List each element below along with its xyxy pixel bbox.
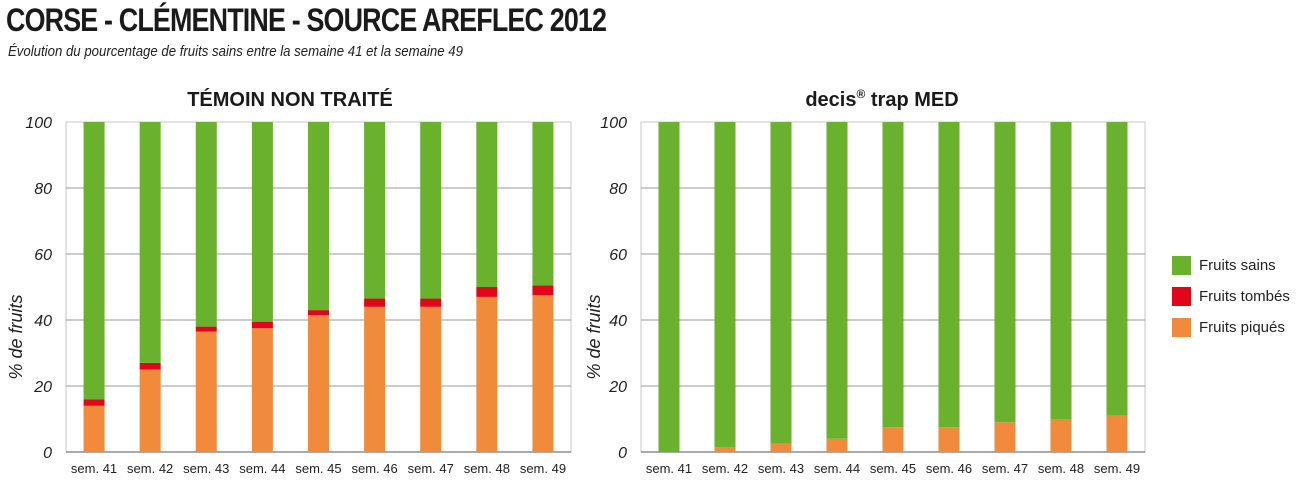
bar-fruits-piques-sem-47 <box>994 422 1016 452</box>
bar-fruits-sains-sem-44 <box>251 122 273 322</box>
chart-title: decis® trap MED <box>805 87 958 111</box>
y-tick-label-100: 100 <box>25 115 52 132</box>
x-tick-label-sem-43: sem. 43 <box>758 461 804 476</box>
legend-label-fruits-piques: Fruits piqués <box>1199 319 1285 336</box>
bar-fruits-piques-sem-42 <box>139 369 161 452</box>
bar-fruits-piques-sem-48 <box>476 296 498 452</box>
y-tick-label-40: 40 <box>34 313 52 330</box>
bar-fruits-sains-sem-45 <box>308 122 329 311</box>
y-tick-label-0: 0 <box>43 445 52 462</box>
bar-fruits-sains-sem-43 <box>195 122 217 327</box>
chart-legend: Fruits sains Fruits tombés Fruits piqués <box>1172 250 1290 343</box>
bar-fruits-sains-sem-44 <box>826 122 848 439</box>
bar-fruits-piques-sem-42 <box>714 447 736 452</box>
chart-title-sup: ® <box>856 87 865 101</box>
bar-fruits-tombes-sem-49 <box>532 285 554 296</box>
bar-fruits-sains-sem-49 <box>532 122 554 286</box>
x-tick-label-sem-46: sem. 46 <box>351 461 397 476</box>
bar-fruits-piques-sem-49 <box>1106 415 1128 452</box>
y-axis-label: % de fruits <box>584 294 604 379</box>
chart-1: TÉMOIN NON TRAITÉ 0 20 40 60 80 100 % de fruits… <box>6 88 572 476</box>
bar-fruits-sains-sem-43 <box>770 122 792 444</box>
bar-fruits-sains-sem-42 <box>139 122 161 363</box>
bar-fruits-tombes-sem-45 <box>308 310 329 316</box>
x-tick-label-sem-42: sem. 42 <box>127 461 173 476</box>
y-tick-label-80: 80 <box>34 181 52 198</box>
y-tick-label-60: 60 <box>34 247 52 264</box>
bar-fruits-sains-sem-48 <box>476 122 498 287</box>
bar-fruits-sains-sem-49 <box>1106 122 1128 416</box>
bar-fruits-tombes-sem-47 <box>420 298 442 307</box>
legend-label-fruits-tombes: Fruits tombés <box>1199 288 1290 305</box>
bar-fruits-piques-sem-44 <box>251 328 273 452</box>
page-title: CORSE - CLÉMENTINE - SOURCE AREFLEC 2012 <box>6 2 607 38</box>
bar-fruits-piques-sem-43 <box>195 331 217 452</box>
chart-title-suffix: trap MED <box>865 89 958 111</box>
bar-fruits-sains-sem-42 <box>714 122 736 448</box>
bar-fruits-sains-sem-46 <box>938 122 960 428</box>
chart-title-text: TÉMOIN NON TRAITÉ <box>187 88 393 111</box>
bar-fruits-sains-sem-47 <box>994 122 1016 423</box>
bar-fruits-piques-sem-45 <box>308 315 329 452</box>
bar-fruits-sains-sem-45 <box>882 122 904 428</box>
y-tick-label-100: 100 <box>600 115 627 132</box>
x-tick-label-sem-42: sem. 42 <box>702 461 748 476</box>
y-tick-label-20: 20 <box>33 379 52 396</box>
x-tick-label-sem-45: sem. 45 <box>870 461 916 476</box>
bar-fruits-tombes-sem-48 <box>476 287 498 297</box>
x-tick-label-sem-44: sem. 44 <box>814 461 860 476</box>
bar-fruits-sains-sem-41 <box>83 122 105 400</box>
legend-swatch-fruits-piques <box>1172 318 1191 337</box>
y-tick-label-60: 60 <box>609 247 627 264</box>
page-subtitle: Évolution du pourcentage de fruits sains… <box>8 43 463 60</box>
legend-item-fruits-piques: Fruits piqués <box>1172 312 1290 343</box>
bar-fruits-tombes-sem-43 <box>195 326 217 332</box>
bar-fruits-piques-sem-47 <box>420 306 442 452</box>
bar-fruits-piques-sem-48 <box>1050 419 1072 452</box>
x-tick-label-sem-44: sem. 44 <box>239 461 285 476</box>
bar-fruits-tombes-sem-44 <box>251 321 273 329</box>
legend-item-fruits-tombes: Fruits tombés <box>1172 281 1290 312</box>
y-axis-label: % de fruits <box>6 294 26 379</box>
x-tick-label-sem-49: sem. 49 <box>1094 461 1140 476</box>
chart-title-text: decis <box>805 89 856 111</box>
x-tick-label-sem-41: sem. 41 <box>646 461 692 476</box>
x-tick-label-sem-41: sem. 41 <box>71 461 117 476</box>
legend-item-fruits-sains: Fruits sains <box>1172 250 1290 281</box>
x-tick-label-sem-48: sem. 48 <box>1038 461 1084 476</box>
bar-fruits-sains-sem-48 <box>1050 122 1072 419</box>
x-tick-label-sem-43: sem. 43 <box>183 461 229 476</box>
x-tick-label-sem-48: sem. 48 <box>464 461 510 476</box>
bar-fruits-piques-sem-46 <box>938 427 960 452</box>
y-tick-label-40: 40 <box>609 313 627 330</box>
y-tick-label-80: 80 <box>609 181 627 198</box>
bar-fruits-sains-sem-41 <box>658 122 680 452</box>
y-tick-label-0: 0 <box>618 445 627 462</box>
bar-fruits-piques-sem-43 <box>770 443 792 452</box>
bar-fruits-piques-sem-49 <box>532 295 554 452</box>
x-tick-label-sem-49: sem. 49 <box>520 461 566 476</box>
legend-swatch-fruits-tombes <box>1172 287 1191 306</box>
bar-fruits-piques-sem-41 <box>83 405 105 452</box>
x-tick-label-sem-47: sem. 47 <box>408 461 454 476</box>
x-tick-label-sem-46: sem. 46 <box>926 461 972 476</box>
bar-fruits-tombes-sem-41 <box>83 399 105 406</box>
chart-title: TÉMOIN NON TRAITÉ <box>187 88 393 111</box>
bar-fruits-tombes-sem-46 <box>364 298 386 307</box>
bar-fruits-sains-sem-47 <box>420 122 442 299</box>
bar-fruits-piques-sem-45 <box>882 427 904 452</box>
bar-fruits-tombes-sem-42 <box>139 362 161 370</box>
y-tick-label-20: 20 <box>608 379 627 396</box>
bar-fruits-sains-sem-46 <box>364 122 386 299</box>
x-tick-label-sem-45: sem. 45 <box>295 461 341 476</box>
bar-fruits-piques-sem-44 <box>826 438 848 452</box>
legend-swatch-fruits-sains <box>1172 256 1191 275</box>
bar-fruits-piques-sem-46 <box>364 306 386 452</box>
legend-label-fruits-sains: Fruits sains <box>1199 257 1276 274</box>
chart-2: decis® trap MED 0 20 40 60 80 100 % de fruits se… <box>584 87 1146 476</box>
x-tick-label-sem-47: sem. 47 <box>982 461 1028 476</box>
